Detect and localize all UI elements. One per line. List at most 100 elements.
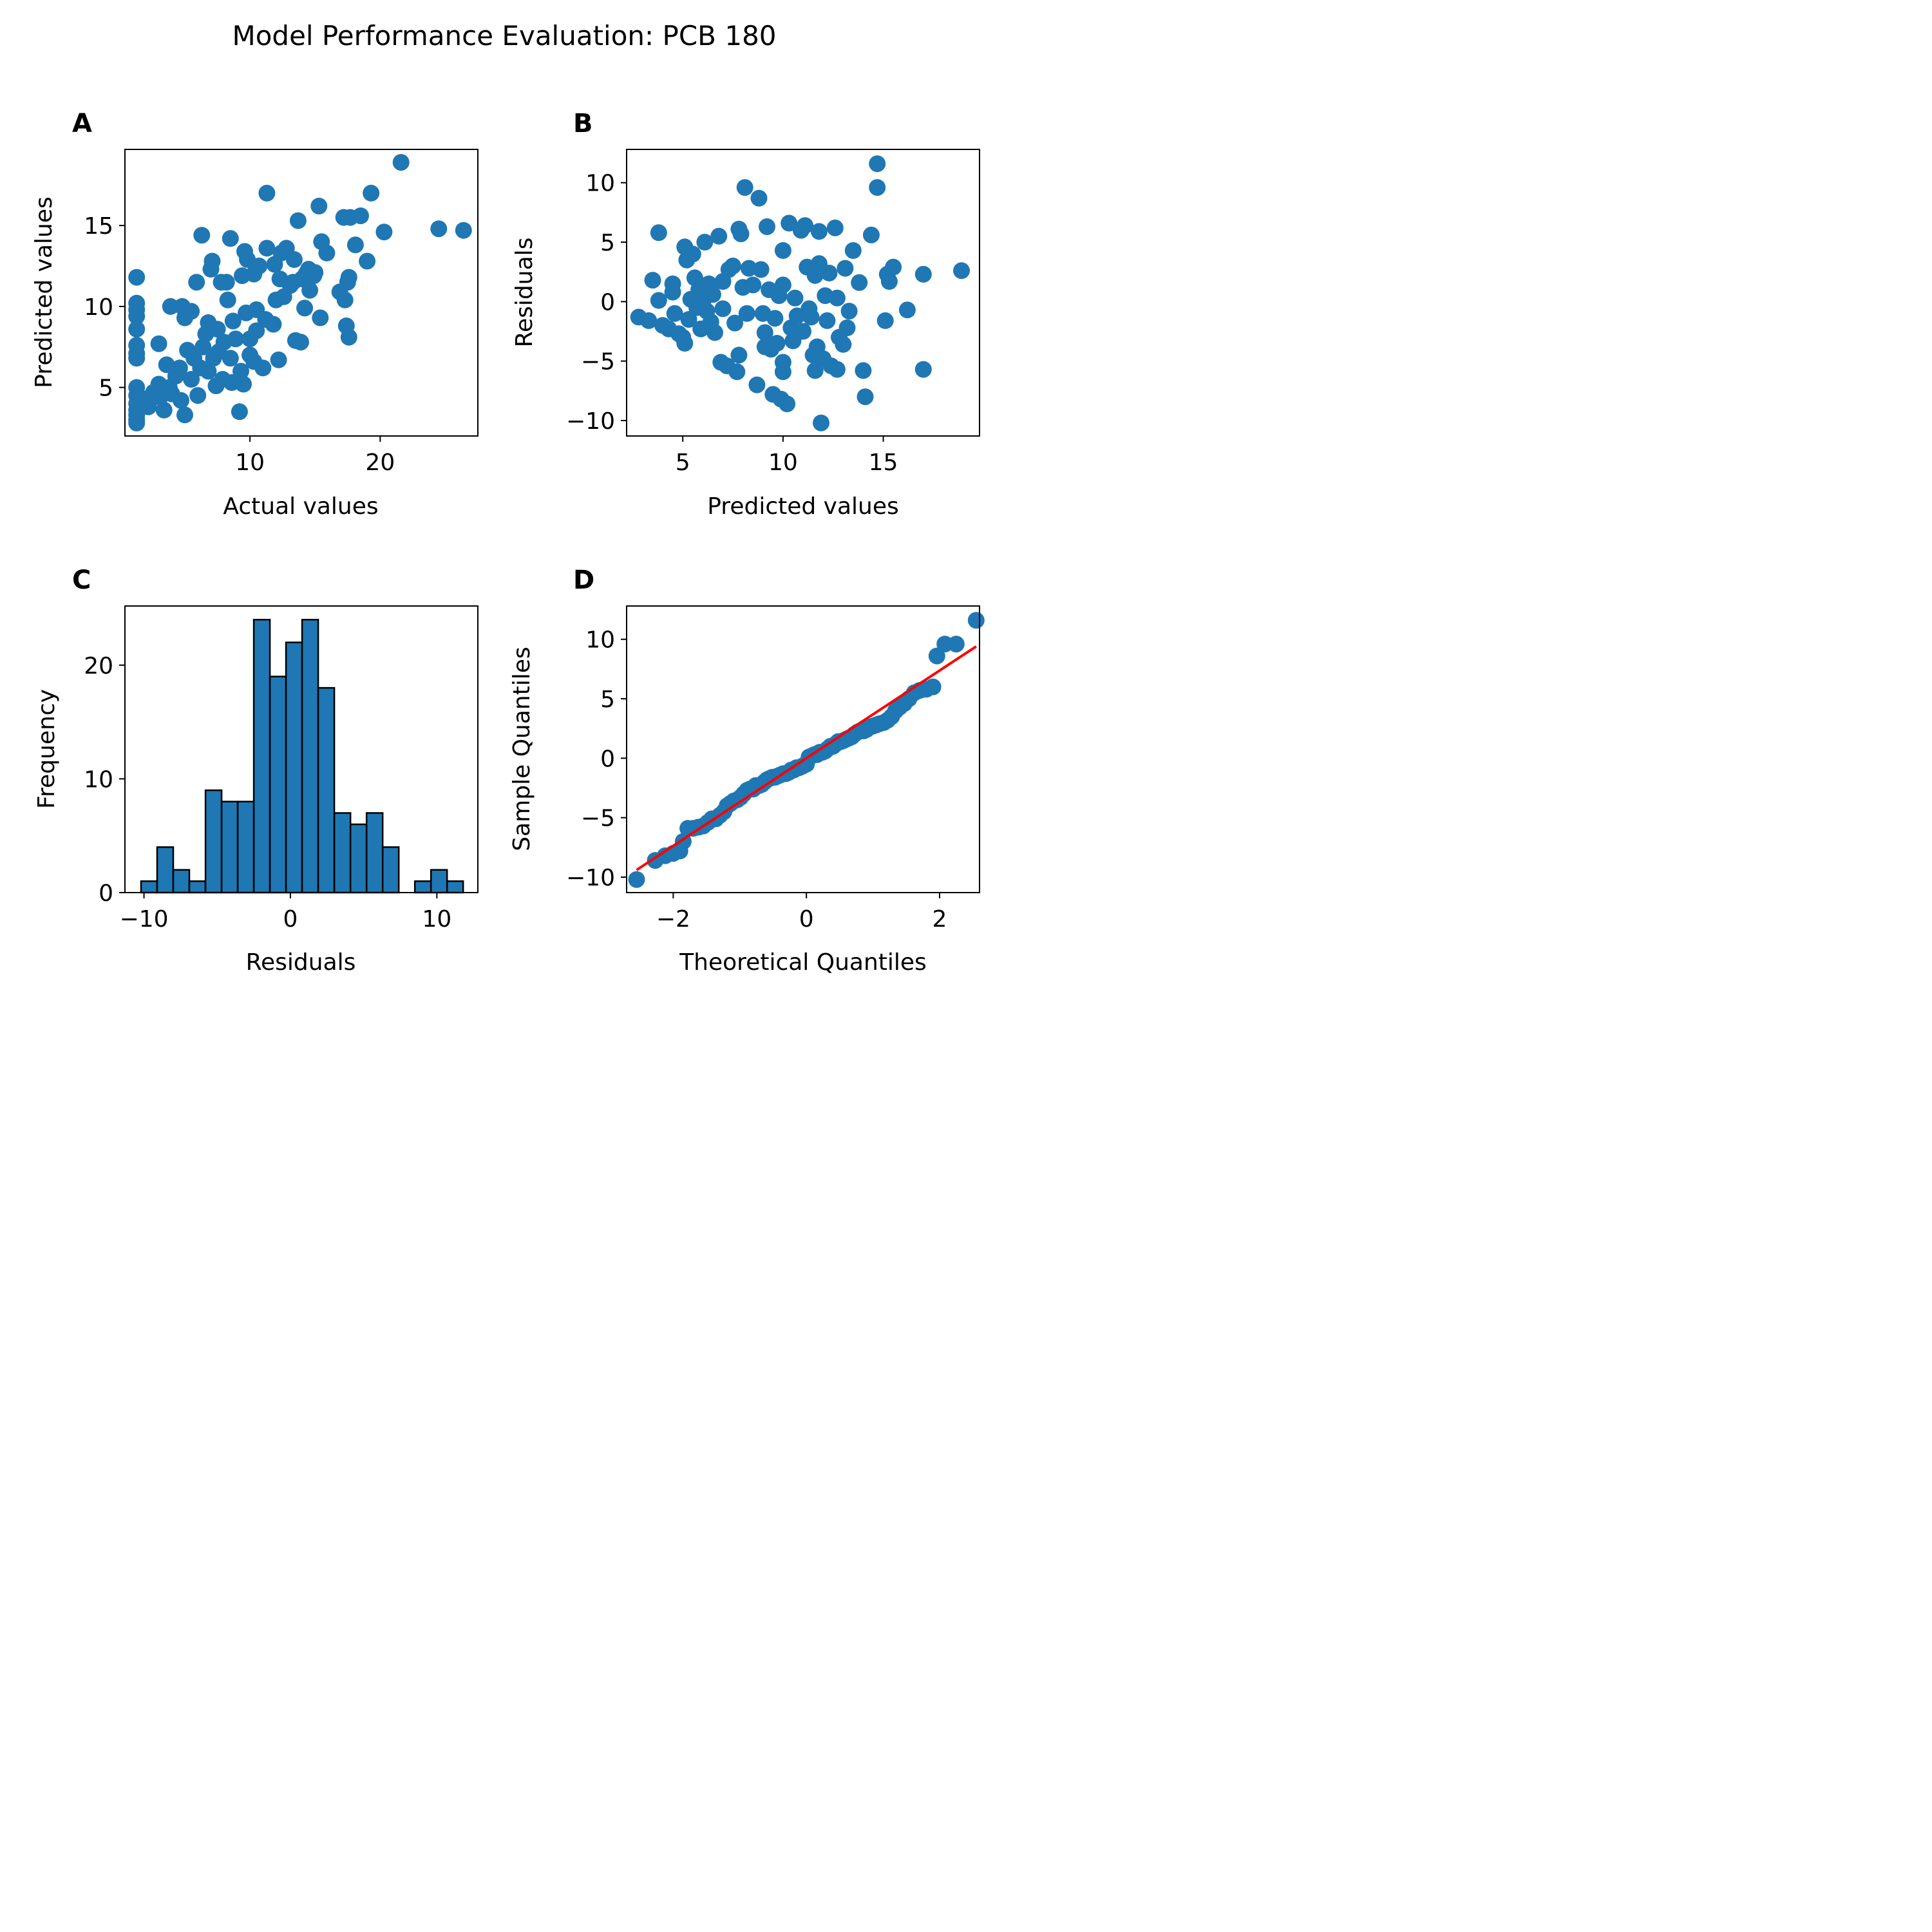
panel-c-bar-0 (140, 880, 158, 894)
panel-a-point-63 (235, 375, 252, 393)
panel-b-point-92 (835, 336, 852, 353)
panel-a-point-91 (292, 334, 309, 351)
panel-b-point-98 (855, 362, 872, 379)
panel-b-point-32 (714, 300, 732, 317)
panel-b-point-107 (898, 301, 916, 319)
panel-b-point-94 (838, 319, 856, 336)
panel-c-frame (124, 605, 478, 893)
panel-a-point-113 (359, 252, 376, 270)
panel-c-bar-19 (446, 880, 464, 894)
panel-b-point-95 (840, 303, 858, 320)
panel-b-point-72 (797, 217, 814, 234)
panel-a-point-116 (392, 154, 410, 171)
panel-c-bar-10 (301, 618, 319, 894)
panel-a-point-77 (258, 240, 276, 257)
panel-b-point-9 (666, 305, 683, 322)
panel-b-point-77 (806, 362, 824, 379)
panel-a-point-111 (346, 236, 364, 254)
panel-b-point-86 (820, 265, 838, 281)
panel-c-xtick-label-0: −10 (120, 906, 169, 933)
panel-b-point-97 (851, 274, 868, 291)
panel-d-xtick-label-0: −2 (656, 906, 690, 933)
panel-a-point-22 (158, 356, 175, 374)
panel-b-point-3 (650, 224, 667, 242)
panel-d-point-0 (628, 871, 645, 888)
panel-b-point-63 (774, 363, 791, 381)
panel-a-point-72 (248, 322, 265, 339)
panel-a-point-54 (219, 291, 236, 308)
panel-c-bar-14 (365, 812, 384, 894)
panel-a-point-3 (128, 308, 146, 325)
panel-c-ylabel: Frequency (33, 689, 60, 809)
panel-c-bar-6 (236, 800, 255, 894)
panel-b-point-1 (640, 312, 658, 329)
panel-b-point-45 (744, 276, 762, 294)
panel-b-point-40 (732, 225, 750, 243)
panel-c-xlabel: Residuals (246, 949, 356, 976)
panel-b-point-105 (880, 273, 898, 290)
panel-a-point-45 (204, 252, 221, 270)
panel-b-point-35 (724, 258, 741, 274)
panel-b-point-60 (774, 242, 791, 259)
panel-b-point-82 (813, 414, 829, 431)
panel-d-point-84 (967, 612, 985, 629)
panel-c-bar-11 (317, 687, 336, 894)
panel-a-point-37 (189, 387, 207, 404)
panel-c-bar-12 (333, 812, 352, 894)
panel-a-point-102 (318, 244, 336, 261)
panel-b-ylabel: Residuals (511, 238, 538, 348)
panel-a-point-28 (173, 392, 189, 409)
panel-c-bar-9 (285, 641, 303, 894)
panel-d-ylabel: Sample Quantiles (509, 647, 535, 851)
panel-b-point-50 (756, 324, 773, 341)
panel-c-histogram: −10 0 10 0 10 20 (84, 605, 478, 933)
panel-a-ytick-label-0: 5 (99, 375, 113, 402)
panel-c-bar-5 (220, 800, 239, 894)
panel-b-point-15 (680, 311, 697, 328)
panel-b-point-64 (779, 395, 796, 413)
panel-b-ytick-label-2: 0 (600, 289, 615, 316)
panel-b-point-23 (696, 234, 714, 251)
panel-d-xtick-label-1: 0 (799, 906, 814, 933)
panel-b-point-28 (706, 324, 723, 341)
panel-a-point-18 (150, 335, 167, 352)
panel-b-point-8 (664, 283, 681, 301)
panel-b-point-106 (885, 258, 902, 276)
panel-d-point-83 (947, 636, 965, 653)
panel-b-ytick-label-1: −5 (581, 349, 615, 375)
panel-b-ytick-label-4: 10 (585, 171, 615, 197)
panel-d-ytick-label-2: 0 (600, 746, 615, 772)
panel-b-point-85 (819, 312, 836, 329)
panel-c-bar-13 (349, 823, 368, 894)
panel-c-bar-15 (381, 846, 400, 894)
panel-b-point-29 (710, 227, 728, 245)
panel-b-point-108 (914, 265, 932, 283)
panel-a-point-98 (307, 264, 324, 281)
panel-b-point-75 (802, 308, 820, 326)
panel-a-point-60 (231, 403, 248, 421)
panel-b-point-89 (828, 361, 846, 378)
panel-b-point-44 (740, 260, 757, 277)
panel-b-ytick-label-3: 5 (600, 230, 615, 256)
panel-d-ytick-label-4: 10 (585, 627, 615, 654)
panel-a-point-74 (254, 359, 272, 377)
panel-a-point-34 (183, 371, 200, 388)
panel-a-point-99 (310, 198, 328, 214)
panel-a-point-109 (340, 328, 357, 346)
panel-a-point-36 (188, 274, 205, 291)
panel-b-point-13 (676, 335, 694, 352)
panel-b-point-65 (781, 214, 798, 232)
panel-b-residuals-scatter: 5 10 15 −10 −5 0 5 10 (566, 149, 980, 476)
panel-a-ytick-label-1: 10 (84, 294, 113, 321)
panel-c-bar-4 (204, 789, 223, 894)
panel-b-point-68 (786, 289, 804, 307)
panel-b-point-46 (748, 376, 766, 393)
panel-d-point-81 (928, 647, 945, 665)
panel-b-point-80 (810, 223, 828, 240)
panel-b-point-17 (684, 245, 701, 263)
panel-a-point-7 (128, 350, 146, 367)
panel-b-point-99 (857, 388, 874, 406)
figure: Model Performance Evaluation: PCB 180 A … (0, 0, 993, 992)
panel-b-point-37 (728, 363, 746, 381)
panel-b-point-100 (862, 226, 880, 243)
